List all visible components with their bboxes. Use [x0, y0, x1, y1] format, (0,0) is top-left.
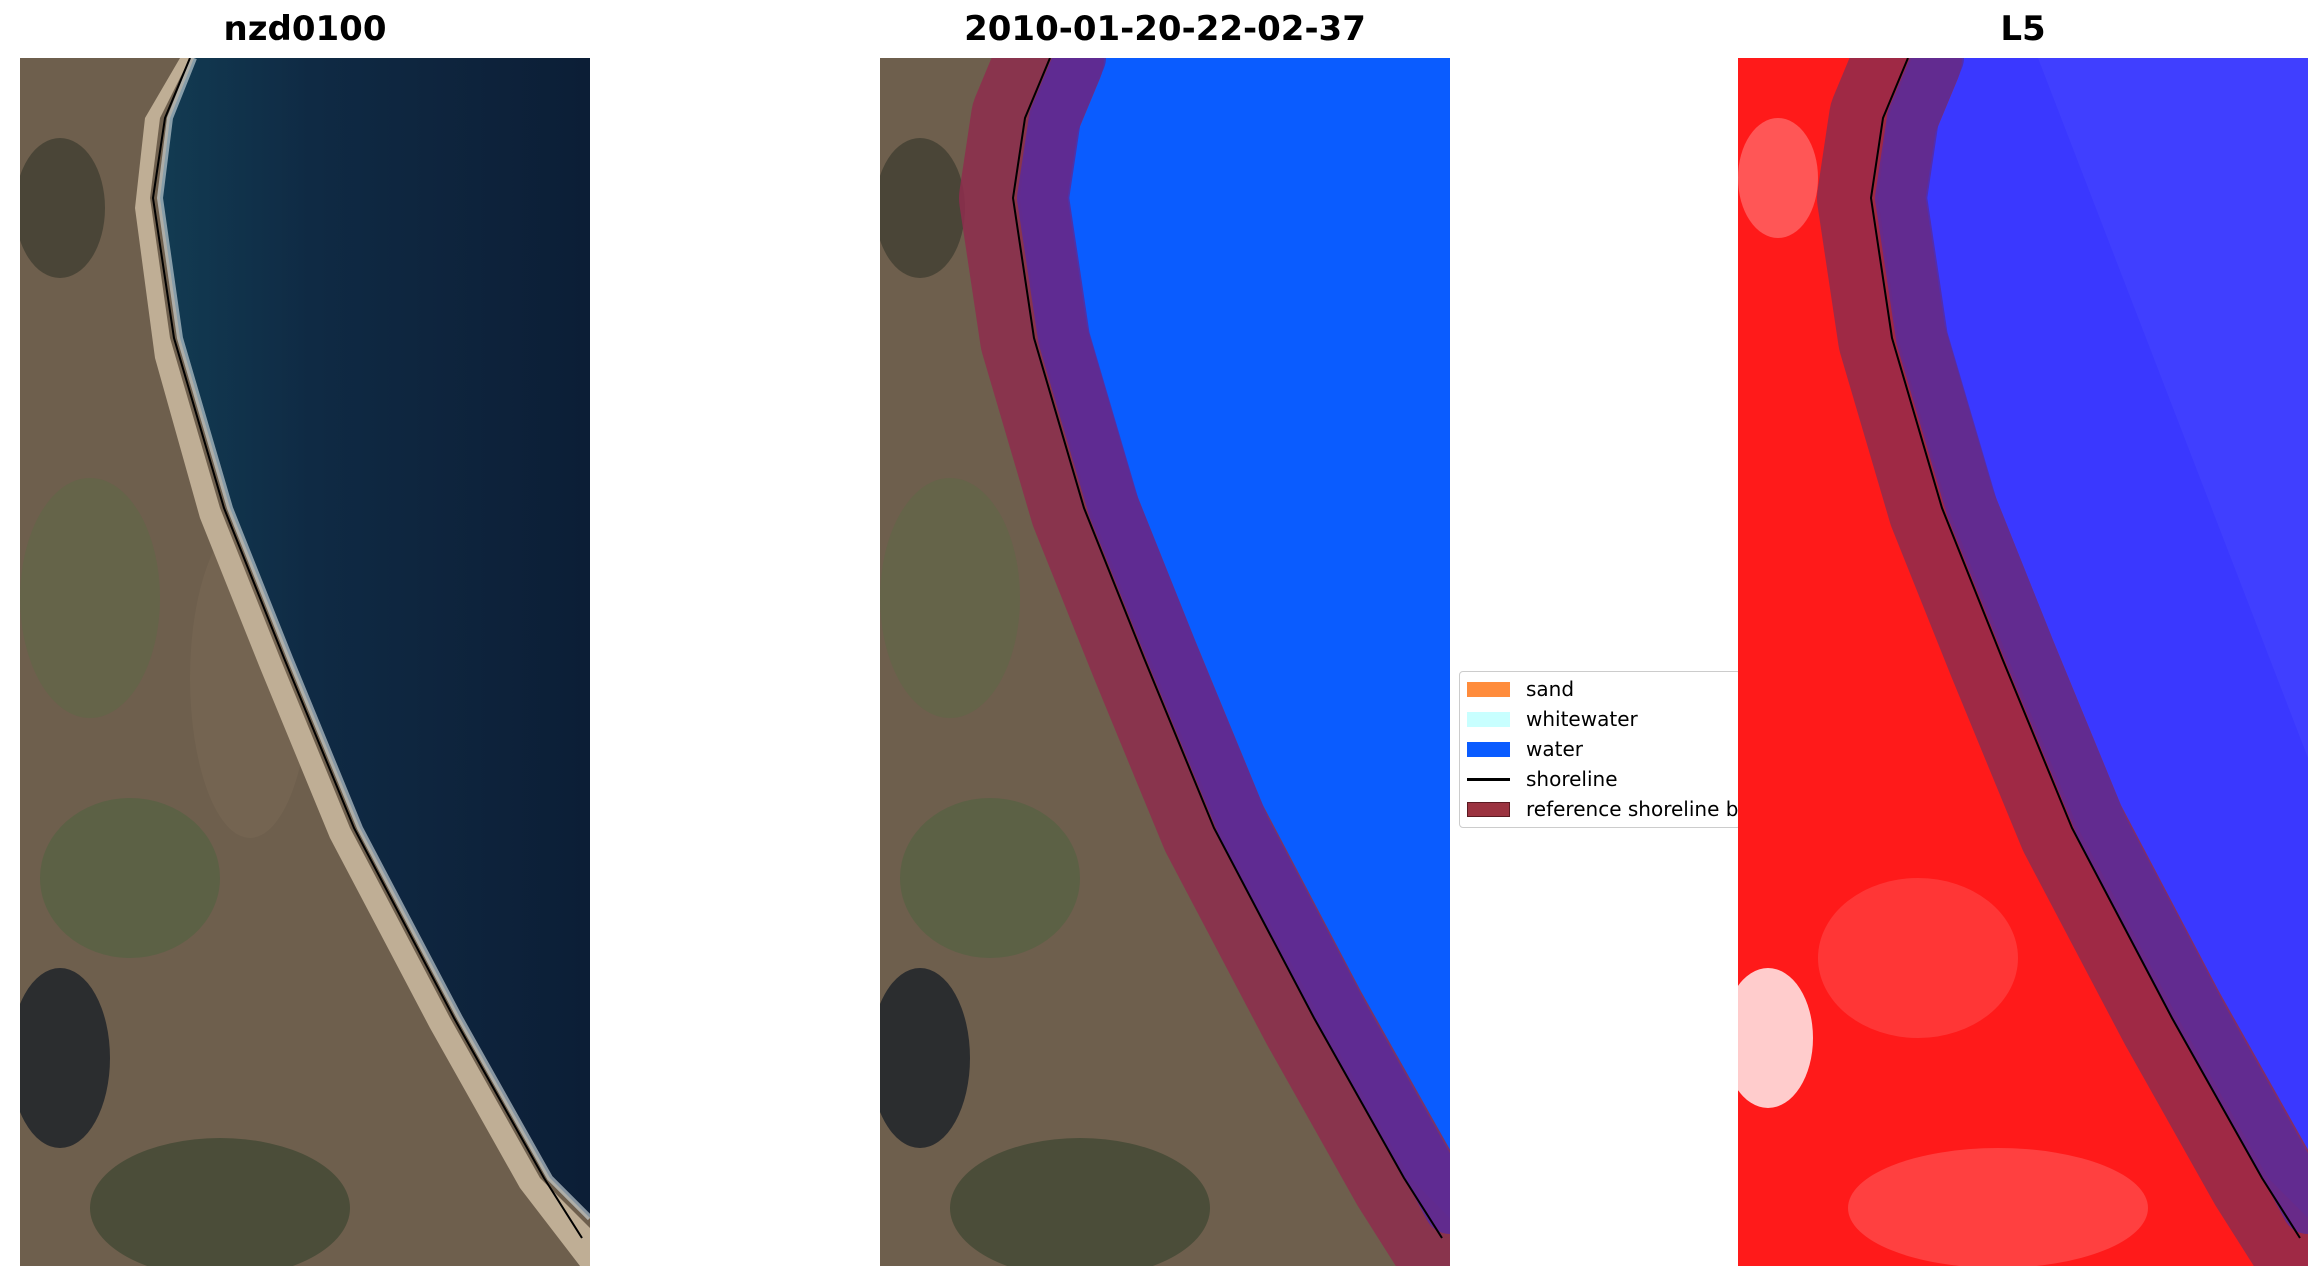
panel-title-index: L5	[2000, 9, 2046, 49]
rgb-image-panel	[20, 58, 590, 1266]
whitewater-swatch	[1467, 712, 1510, 727]
shoreline-swatch	[1467, 778, 1510, 781]
panel-title-rgb: nzd0100	[223, 9, 387, 49]
index-image-panel	[1738, 58, 2308, 1266]
classified-image	[880, 58, 1450, 1266]
legend-label-sand: sand	[1526, 677, 1575, 701]
rgb-image	[20, 58, 590, 1266]
legend-label-shoreline: shoreline	[1526, 767, 1618, 791]
panel-title-classified: 2010-01-20-22-02-37	[964, 9, 1366, 49]
legend-label-buffer: reference shoreline buffer	[1526, 797, 1740, 821]
water-swatch	[1467, 742, 1510, 757]
classified-image-panel	[880, 58, 1450, 1266]
index-image	[1738, 58, 2308, 1266]
sand-swatch	[1467, 682, 1510, 697]
legend: sand whitewater water shoreline referenc…	[1459, 671, 1741, 828]
legend-label-water: water	[1526, 737, 1583, 761]
legend-label-whitewater: whitewater	[1526, 707, 1638, 731]
buffer-swatch	[1467, 802, 1510, 817]
